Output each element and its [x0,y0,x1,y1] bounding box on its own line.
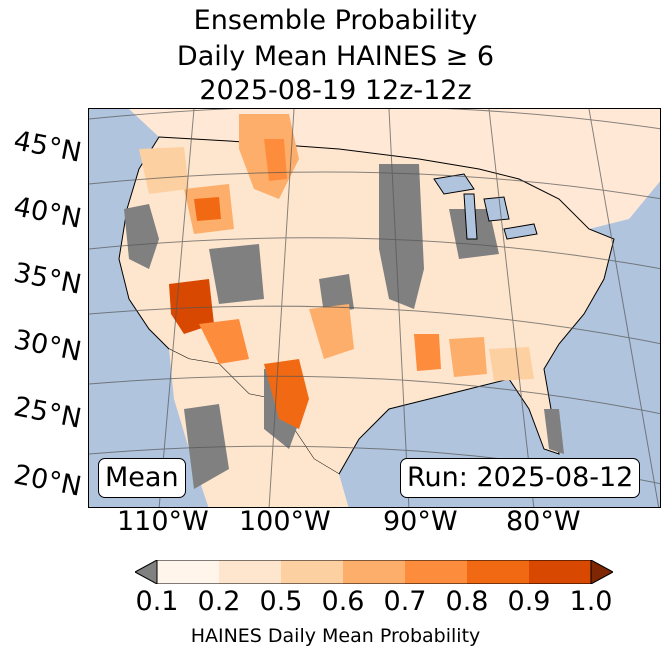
colorbar [135,560,613,584]
colorbar-tick-label: 0.5 [259,586,303,617]
colorbar-tick-label: 0.1 [135,586,179,617]
run-date-label: Run: 2025-08-12 [400,458,641,498]
colorbar-over-arrow [590,560,613,584]
latitude-label: 40°N [11,191,84,235]
probability-map [88,108,661,508]
mean-label: Mean [98,458,186,498]
longitude-label: 110°W [117,506,209,537]
colorbar-bin [343,560,406,584]
colorbar-bin [281,560,344,584]
longitude-label: 80°W [506,506,581,537]
title-line-1: Ensemble Probability [193,5,478,36]
colorbar-outline [156,560,592,584]
great-lakes [433,173,538,240]
latitude-label: 25°N [11,391,84,435]
colorbar-under-arrow [135,560,158,584]
title-line-3: 2025-08-19 12z-12z [199,75,472,106]
longitude-label: 90°W [383,506,458,537]
colorbar-bin [467,560,530,584]
colorbar-bin [219,560,282,584]
latitude-label: 35°N [11,257,84,301]
colorbar-tick-label: 0.2 [197,586,241,617]
colorbar-tick-label: 1.0 [569,586,613,617]
map-canvas [89,109,660,507]
graticule [89,109,660,507]
colorbar-tick-label: 0.8 [445,586,489,617]
latitude-label: 20°N [11,459,84,503]
colorbar-title: HAINES Daily Mean Probability [190,625,481,647]
colorbar-bin [405,560,468,584]
longitude-label: 100°W [239,506,331,537]
latitude-label: 30°N [11,324,84,368]
colorbar-tick-label: 0.7 [383,586,427,617]
latitude-label: 45°N [11,125,84,169]
colorbar-bin [157,560,220,584]
colorbar-bin [529,560,592,584]
colorbar-tick-label: 0.6 [321,586,365,617]
title-line-2: Daily Mean HAINES ≥ 6 [176,41,495,72]
colorbar-tick-label: 0.9 [507,586,551,617]
